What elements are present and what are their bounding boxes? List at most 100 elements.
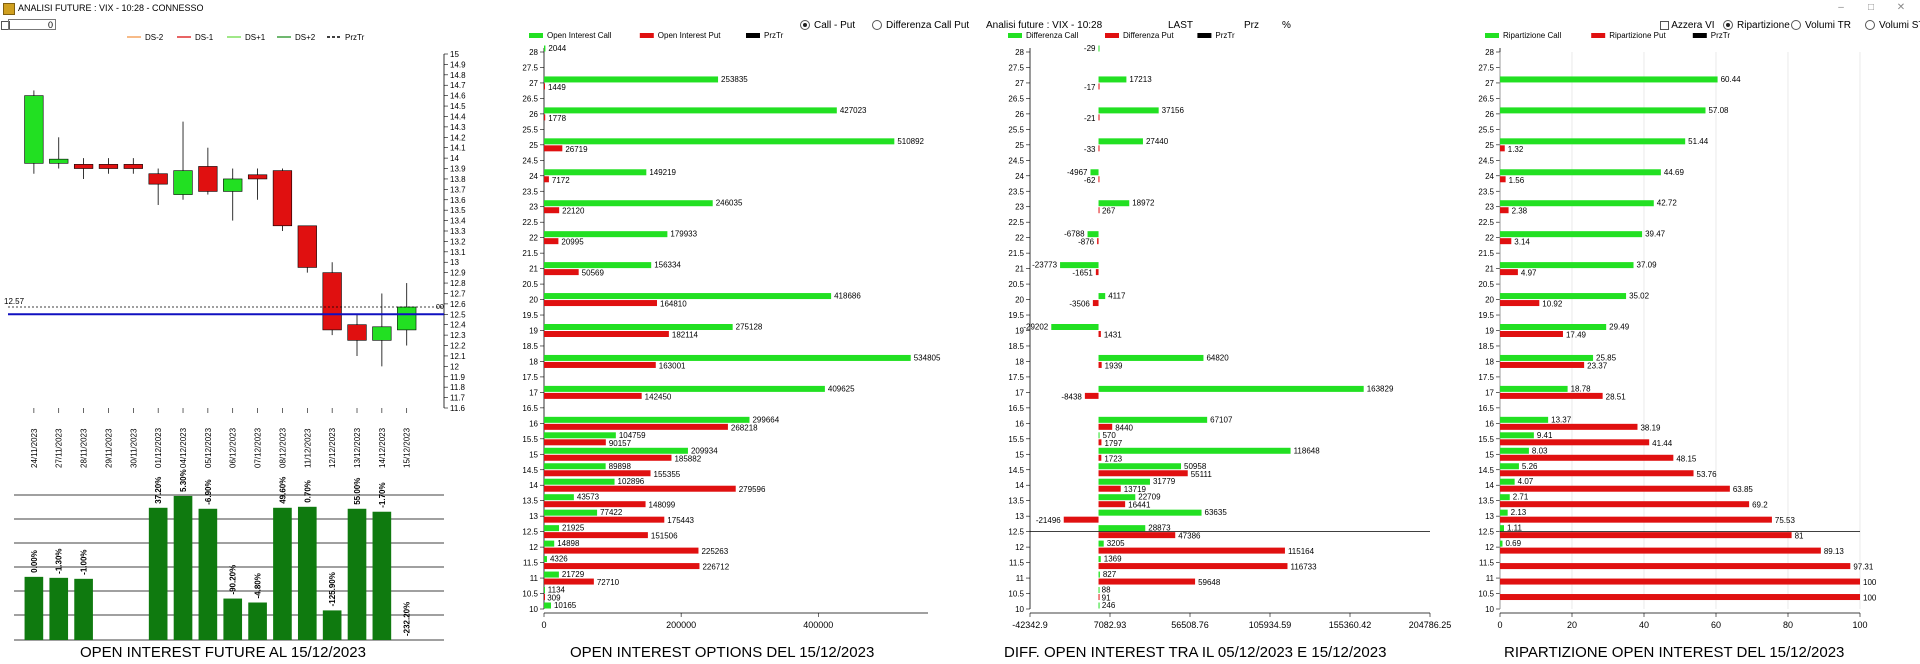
put-bar-label: 4.97	[1521, 269, 1537, 278]
call-bar-label: 60.44	[1721, 75, 1742, 84]
call-bar	[544, 525, 560, 532]
call-bar	[1098, 354, 1204, 361]
put-bar-label: 41.44	[1652, 439, 1673, 448]
radio-volumi-tr[interactable]: Volumi TR	[1791, 20, 1851, 31]
maximize-icon[interactable]: □	[1867, 2, 1875, 13]
call-bar	[1098, 540, 1104, 547]
strike-tick-label: 24.5	[522, 156, 538, 165]
call-bar-label: 51.44	[1688, 137, 1709, 146]
put-bar-label: 38.19	[1640, 423, 1661, 432]
strike-tick-label: 21	[529, 265, 538, 274]
call-bar	[544, 463, 606, 470]
legend-label: DS+1	[245, 33, 266, 42]
strike-tick-label: 13	[1015, 512, 1024, 521]
strike-tick-label: 17	[1015, 388, 1024, 397]
put-bar	[1500, 300, 1540, 307]
strike-tick-label: 23	[1015, 203, 1024, 212]
put-bar-label: -876	[1078, 238, 1095, 247]
azzera-vi-checkbox[interactable]: Azzera VI	[1660, 20, 1715, 31]
call-bar	[544, 540, 555, 547]
strike-tick-label: 15	[1485, 450, 1494, 459]
strike-tick-label: 25	[529, 141, 538, 150]
put-bar	[544, 501, 646, 508]
call-bar-label: -29	[1084, 44, 1096, 53]
candle-body	[322, 272, 342, 331]
put-bar-label: 8440	[1115, 423, 1133, 432]
date-tick-label: 15/12/2023	[403, 427, 412, 468]
call-bar-label: 1369	[1104, 555, 1122, 564]
candle-body	[173, 170, 193, 195]
oi-bar-label: -1.70%	[378, 482, 387, 507]
put-bar	[544, 594, 545, 601]
oi-bar	[322, 610, 342, 640]
minimize-icon[interactable]: –	[1838, 2, 1844, 13]
caption-options: OPEN INTEREST OPTIONS DEL 15/12/2023	[570, 644, 875, 661]
price-tick-label: 13	[450, 258, 459, 267]
strike-tick-label: 20	[1485, 296, 1494, 305]
put-bar-label: 1778	[548, 114, 566, 123]
put-bar-label: 13719	[1124, 485, 1147, 494]
call-bar-label: 37.09	[1637, 261, 1658, 270]
date-tick-label: 08/12/2023	[278, 427, 287, 468]
date-tick-label: 06/12/2023	[229, 427, 238, 468]
strike-tick-label: 10.5	[1008, 590, 1024, 599]
strike-tick-label: 15	[1015, 450, 1024, 459]
call-bar	[544, 76, 719, 83]
counter-input[interactable]: 0	[8, 19, 56, 30]
put-bar-label: 142450	[645, 392, 672, 401]
call-bar-label: 44.69	[1664, 168, 1685, 177]
close-icon[interactable]: ✕	[1896, 2, 1906, 13]
candle-body	[347, 324, 367, 341]
oi-bar-label: 37.20%	[154, 477, 163, 504]
call-bar-label: 3205	[1107, 539, 1125, 548]
checkbox-label: Azzera VI	[1671, 20, 1715, 31]
put-bar	[544, 423, 728, 430]
call-bar-label: 2.71	[1513, 493, 1529, 502]
call-bar-label: 29.49	[1609, 323, 1630, 332]
put-bar	[1500, 563, 1851, 570]
legend-swatch	[1197, 33, 1212, 38]
radio-ripartizione[interactable]: Ripartizione	[1723, 20, 1790, 31]
value-tick-label: 0	[541, 620, 546, 630]
strike-tick-label: 13	[529, 512, 538, 521]
put-bar	[544, 516, 665, 523]
price-tick-label: 13.1	[450, 248, 466, 257]
radio-call-put[interactable]: Call - Put	[800, 20, 855, 31]
put-bar-label: 155355	[654, 470, 681, 479]
call-bar	[1098, 432, 1100, 439]
radio-differenza-call-put[interactable]: Differenza Call Put	[872, 20, 969, 31]
legend-label: PrzTr	[764, 31, 784, 40]
strike-tick-label: 22	[1485, 234, 1494, 243]
call-bar	[1500, 262, 1634, 269]
call-bar	[1500, 540, 1503, 547]
put-bar-label: -21	[1084, 114, 1096, 123]
put-bar-label: 3.14	[1514, 238, 1530, 247]
put-bar	[544, 269, 579, 276]
call-bar	[1098, 478, 1150, 485]
put-bar	[544, 563, 700, 570]
legend-swatch	[1485, 33, 1499, 38]
title-bar: ANALISI FUTURE : VIX - 10:28 - CONNESSO …	[0, 0, 1920, 16]
strike-tick-label: 20.5	[1478, 280, 1494, 289]
strike-tick-label: 16.5	[1478, 404, 1494, 413]
date-tick-label: 14/12/2023	[378, 427, 387, 468]
put-bar	[544, 532, 648, 539]
put-bar	[1098, 485, 1121, 492]
call-bar-label: 10165	[554, 601, 577, 610]
top-checkbox[interactable]	[1, 20, 10, 31]
price-tick-label: 13.3	[450, 227, 466, 236]
radio-dot	[1865, 20, 1875, 31]
value-tick-label: 155360.42	[1329, 620, 1372, 630]
put-bar-label: 63.85	[1733, 485, 1754, 494]
value-tick-label: 60	[1711, 620, 1721, 630]
call-bar	[1500, 324, 1607, 330]
put-bar-label: 59648	[1198, 578, 1221, 587]
oi-bar	[372, 511, 392, 640]
strike-tick-label: 19.5	[1008, 311, 1024, 320]
candle-body	[297, 225, 317, 268]
call-bar	[544, 509, 598, 516]
put-bar	[1098, 439, 1102, 446]
call-bar	[1051, 324, 1099, 330]
put-bar	[1098, 331, 1101, 337]
radio-volumi-st[interactable]: Volumi ST	[1865, 20, 1920, 31]
